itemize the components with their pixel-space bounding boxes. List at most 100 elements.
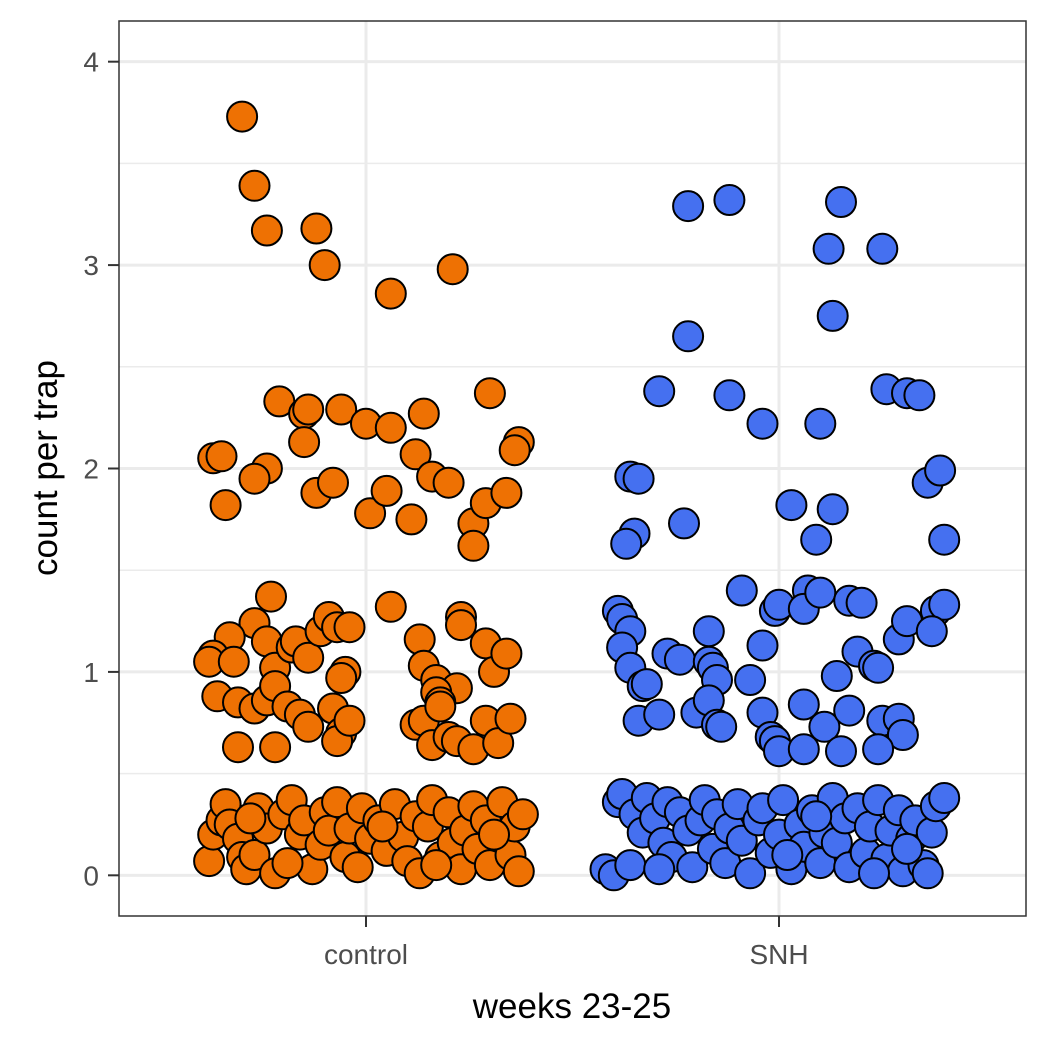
- data-point: [812, 232, 845, 265]
- data-point: [473, 377, 506, 410]
- data-point: [734, 857, 767, 890]
- data-point: [862, 733, 895, 766]
- data-point: [374, 277, 407, 310]
- data-point: [490, 476, 523, 509]
- data-point: [820, 660, 853, 692]
- y-tick-label: 4: [83, 47, 99, 78]
- data-point: [292, 393, 325, 426]
- y-tick-label: 0: [83, 860, 99, 891]
- data-point: [692, 615, 725, 648]
- data-point: [333, 704, 366, 737]
- data-point: [222, 731, 254, 764]
- x-tick-label: SNH: [749, 939, 808, 970]
- y-tick-label: 1: [83, 657, 99, 688]
- data-point: [845, 586, 878, 619]
- data-point: [825, 735, 857, 768]
- data-point: [366, 810, 399, 843]
- data-point: [614, 849, 647, 882]
- data-point: [610, 527, 643, 560]
- data-point: [217, 645, 250, 678]
- data-point: [643, 375, 676, 408]
- data-point: [833, 694, 866, 727]
- data-point: [292, 641, 325, 674]
- data-point: [663, 643, 696, 676]
- data-point: [734, 664, 767, 696]
- data-point: [333, 611, 366, 644]
- data-point: [862, 651, 895, 684]
- data-point: [630, 668, 663, 701]
- data-point: [445, 609, 477, 642]
- data-point: [825, 186, 857, 218]
- data-point: [238, 169, 271, 202]
- data-point: [205, 440, 238, 473]
- y-tick-label: 3: [83, 250, 99, 281]
- data-point: [886, 719, 919, 751]
- data-point: [915, 615, 948, 648]
- data-point: [808, 710, 841, 743]
- data-point: [308, 249, 341, 282]
- data-point: [193, 845, 226, 878]
- data-point: [775, 489, 808, 522]
- data-point: [250, 214, 283, 247]
- data-point: [668, 507, 700, 540]
- data-point: [800, 523, 833, 556]
- data-point: [804, 407, 837, 440]
- data-point: [746, 407, 779, 440]
- data-point: [622, 462, 655, 495]
- data-point: [866, 232, 899, 265]
- data-point: [407, 397, 440, 430]
- data-point: [506, 798, 539, 831]
- data-point: [787, 733, 820, 766]
- data-point: [767, 784, 800, 817]
- data-point: [858, 857, 890, 890]
- data-point: [238, 839, 271, 871]
- data-point: [370, 474, 403, 507]
- data-point: [498, 434, 531, 467]
- data-point: [725, 574, 758, 607]
- data-point: [325, 393, 358, 426]
- data-point: [771, 839, 804, 871]
- data-point: [424, 690, 457, 723]
- data-point: [643, 698, 676, 731]
- data-point: [226, 100, 259, 133]
- data-point: [676, 851, 709, 884]
- data-point: [341, 851, 374, 884]
- data-point: [288, 426, 321, 459]
- data-point: [816, 493, 849, 526]
- data-point: [259, 731, 292, 764]
- data-point: [292, 710, 325, 743]
- data-point: [787, 688, 820, 721]
- data-point: [713, 379, 746, 412]
- data-point: [713, 184, 746, 216]
- data-point: [395, 503, 428, 536]
- data-point: [432, 466, 465, 499]
- data-points: [193, 100, 961, 892]
- data-point: [494, 702, 527, 735]
- data-point: [374, 590, 407, 623]
- data-point: [911, 857, 944, 890]
- data-point: [928, 523, 961, 556]
- data-point: [804, 576, 837, 609]
- data-point: [300, 212, 333, 245]
- data-point: [374, 411, 407, 444]
- data-point: [672, 190, 705, 223]
- data-point: [490, 637, 523, 670]
- x-tick-label: control: [324, 939, 408, 970]
- data-point: [478, 818, 510, 851]
- data-point: [255, 580, 287, 613]
- data-point: [399, 438, 432, 471]
- data-point: [354, 497, 387, 530]
- data-point: [705, 710, 738, 743]
- data-point: [420, 849, 453, 882]
- data-point: [746, 629, 779, 662]
- data-point: [209, 489, 242, 522]
- axis-ticks: 0 1 2 3 4 control SNH: [83, 47, 808, 970]
- y-axis-title: count per trap: [26, 360, 65, 576]
- y-tick-label: 2: [83, 454, 99, 485]
- data-point: [436, 253, 469, 286]
- data-point: [234, 802, 267, 835]
- data-point: [800, 800, 833, 833]
- data-point: [502, 855, 535, 888]
- data-point: [238, 462, 271, 495]
